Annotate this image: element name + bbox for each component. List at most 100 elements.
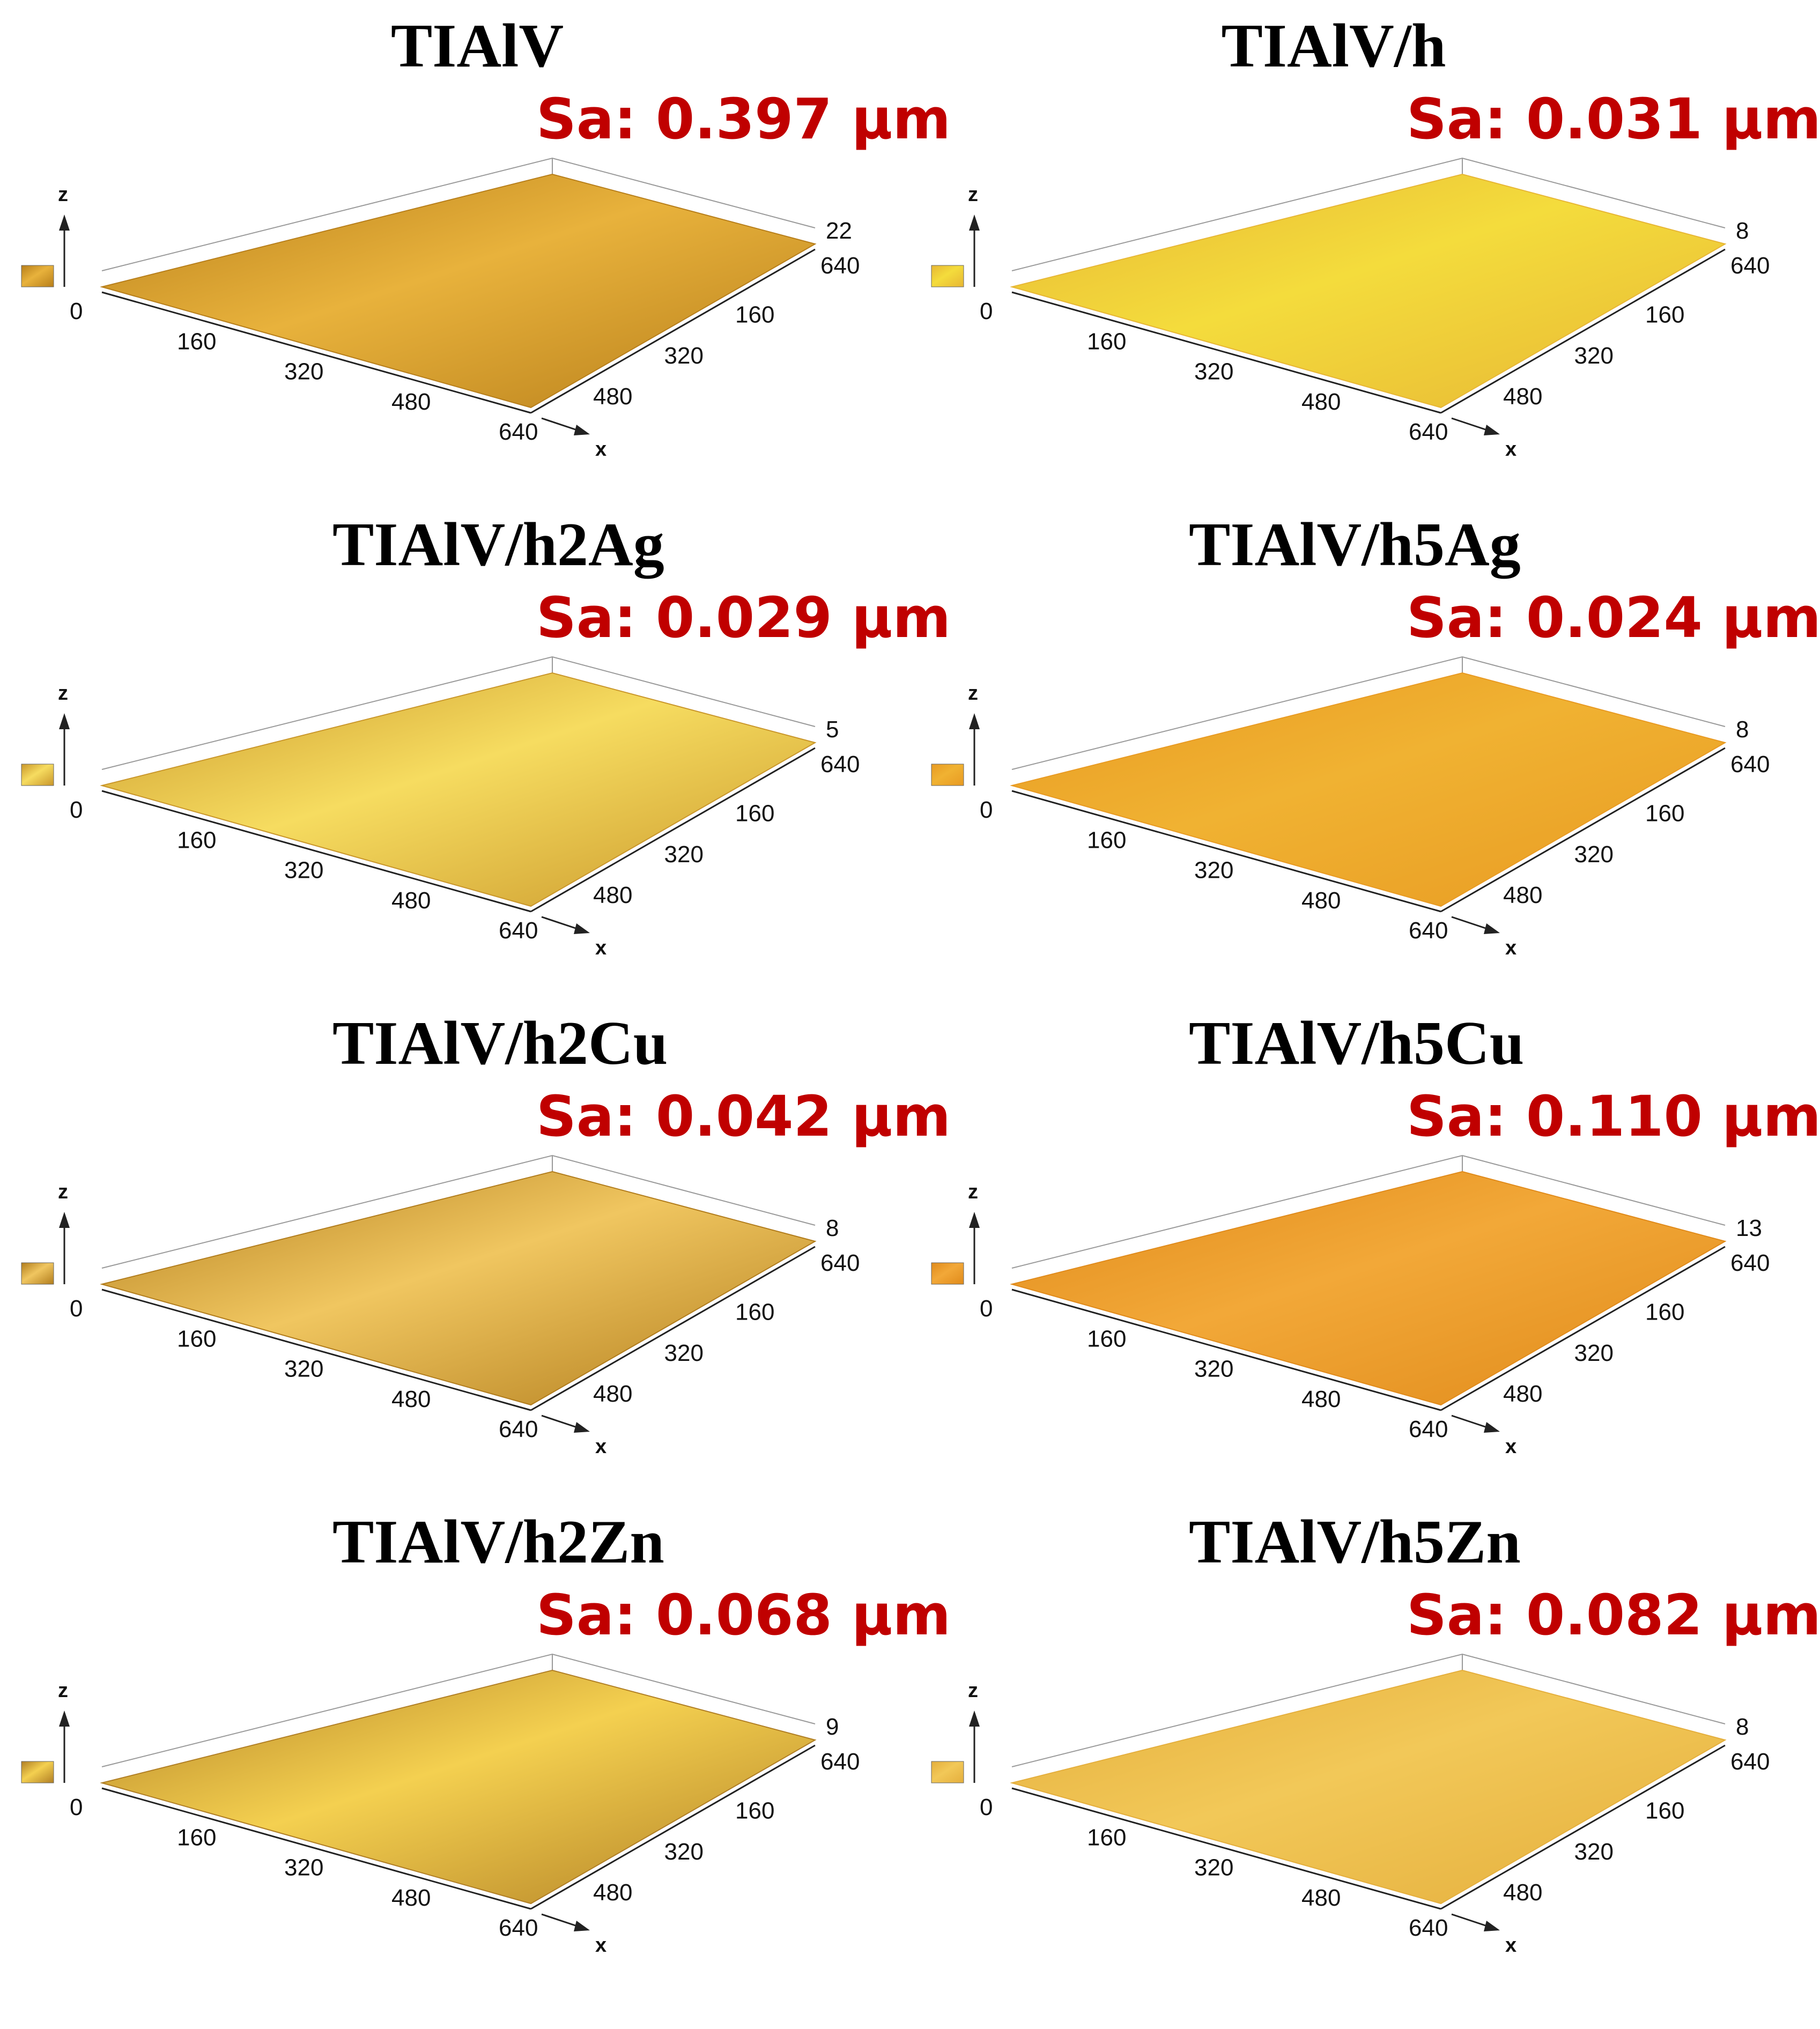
- grid-box: [101, 157, 816, 271]
- axes: [59, 1710, 816, 1931]
- surface-plot: z x 9 0 160 320 480 640 640 160 320 480: [21, 1653, 860, 1957]
- height-surface: [100, 173, 817, 409]
- x-tick-label: 160: [1087, 1824, 1126, 1850]
- x-tick-label: 480: [391, 389, 431, 415]
- surface-panel: TIAlV/h5Cu Sa: 0.110 μm z x 13 0 160 320 480 640 6…: [910, 997, 1820, 1496]
- y-tick-label: 640: [1730, 1250, 1770, 1276]
- y-tick-label: 160: [1645, 302, 1684, 328]
- y-tick-label: 640: [1730, 751, 1770, 777]
- y-tick-label: 480: [593, 1381, 632, 1407]
- surface-panel: TIAlV/h2Zn Sa: 0.068 μm z x 9 0 160 320 480 640 64…: [0, 1496, 951, 1995]
- height-surface: [1010, 173, 1727, 409]
- x-tick-label: 0: [980, 298, 993, 324]
- grid-box: [1011, 1154, 1726, 1269]
- z-axis-label: z: [968, 183, 978, 206]
- y-tick-label: 320: [1574, 1340, 1614, 1366]
- grid-box: [1011, 1653, 1726, 1767]
- axes: [969, 1212, 1726, 1433]
- x-tick-label: 640: [1409, 917, 1448, 944]
- x-axis-label: x: [595, 1934, 606, 1957]
- colorbar-legend: [931, 764, 964, 786]
- z-axis-label: z: [58, 1679, 68, 1702]
- surface-panel: TIAlV/h2Ag Sa: 0.029 μm z x 5 0 160 320 480 640 64…: [0, 499, 951, 997]
- y-tick-label: 480: [593, 882, 632, 908]
- surface-panel: TIAlV/h5Ag Sa: 0.024 μm z x 8 0 160 320 480 640 64…: [910, 499, 1820, 997]
- axes: [969, 1710, 1726, 1931]
- colorbar-legend: [21, 1262, 54, 1285]
- x-tick-label: 640: [1409, 1915, 1448, 1941]
- height-surface: [100, 1171, 817, 1406]
- x-tick-label: 0: [70, 298, 83, 324]
- y-tick-label: 320: [664, 343, 704, 369]
- y-tick-label: 160: [1645, 1299, 1684, 1325]
- x-tick-label: 480: [391, 1885, 431, 1911]
- x-tick-label: 320: [284, 1855, 323, 1881]
- x-tick-label: 160: [177, 328, 216, 354]
- panel-title: TIAlV/h2Ag: [332, 510, 664, 579]
- x-tick-label: 160: [177, 1824, 216, 1850]
- x-axis-label: x: [1505, 937, 1516, 959]
- axes: [969, 713, 1726, 934]
- x-tick-label: 0: [70, 1295, 83, 1322]
- y-tick-label: 320: [1574, 841, 1614, 868]
- z-axis-label: z: [968, 1679, 978, 1702]
- x-axis-label: x: [1505, 1934, 1516, 1957]
- y-tick-label: 640: [820, 751, 860, 777]
- axes: [59, 214, 816, 435]
- sa-roughness-label: Sa: 0.031 μm: [1407, 86, 1820, 152]
- x-axis-label: x: [1505, 1435, 1516, 1458]
- y-tick-label: 320: [1574, 1839, 1614, 1865]
- grid-box: [1011, 157, 1726, 271]
- surface-plot: z x 8 0 160 320 480 640 640 160 320 480: [21, 1154, 860, 1458]
- sa-roughness-label: Sa: 0.110 μm: [1407, 1084, 1820, 1149]
- z-max-tick: 5: [826, 716, 839, 743]
- x-tick-label: 480: [1301, 887, 1341, 914]
- y-tick-label: 480: [1503, 383, 1542, 410]
- x-tick-label: 640: [499, 419, 538, 445]
- x-tick-label: 0: [980, 1295, 993, 1322]
- x-tick-label: 0: [70, 1794, 83, 1820]
- y-tick-label: 160: [735, 801, 774, 827]
- panel-title: TIAlV/h2Cu: [332, 1009, 668, 1078]
- panel-title: TIAlV/h2Zn: [332, 1508, 664, 1576]
- y-tick-label: 160: [735, 302, 774, 328]
- x-tick-label: 640: [499, 1416, 538, 1442]
- panel-title: TIAlV: [390, 12, 564, 80]
- colorbar-legend: [931, 1761, 964, 1783]
- surface-plot: z x 22 0 160 320 480 640 640 160 320 480: [21, 157, 860, 461]
- y-tick-label: 640: [820, 1250, 860, 1276]
- x-tick-label: 160: [1087, 328, 1126, 354]
- z-max-tick: 8: [1736, 1714, 1749, 1740]
- sa-roughness-label: Sa: 0.082 μm: [1407, 1582, 1820, 1648]
- x-tick-label: 160: [1087, 1325, 1126, 1352]
- colorbar-legend: [21, 1761, 54, 1783]
- z-max-tick: 22: [826, 218, 852, 244]
- x-axis-label: x: [595, 1435, 606, 1458]
- z-max-tick: 8: [826, 1215, 839, 1241]
- y-tick-label: 160: [1645, 801, 1684, 827]
- surface-plot: z x 8 0 160 320 480 640 640 160 320 480: [931, 157, 1770, 461]
- x-tick-label: 320: [1194, 1356, 1233, 1382]
- y-tick-label: 320: [664, 1839, 704, 1865]
- x-tick-label: 0: [980, 797, 993, 823]
- height-surface: [100, 1669, 817, 1905]
- x-tick-label: 480: [1301, 1885, 1341, 1911]
- x-tick-label: 160: [177, 1325, 216, 1352]
- panel-title: TIAlV/h5Ag: [1189, 510, 1521, 579]
- x-tick-label: 0: [980, 1794, 993, 1820]
- surface-panel: TIAlV/h Sa: 0.031 μm z x 8 0 160 320 480 640 640 16…: [910, 0, 1820, 499]
- x-tick-label: 640: [499, 1915, 538, 1941]
- y-tick-label: 480: [593, 1879, 632, 1906]
- panel-title: TIAlV/h5Cu: [1189, 1009, 1525, 1078]
- axes: [59, 1212, 816, 1433]
- z-axis-label: z: [968, 1181, 978, 1203]
- y-tick-label: 320: [664, 1340, 704, 1366]
- x-tick-label: 320: [284, 1356, 323, 1382]
- colorbar-legend: [21, 764, 54, 786]
- panel-title: TIAlV/h: [1221, 12, 1446, 80]
- y-tick-label: 480: [1503, 1879, 1542, 1906]
- y-tick-label: 480: [1503, 1381, 1542, 1407]
- x-tick-label: 640: [499, 917, 538, 944]
- surface-plot: z x 5 0 160 320 480 640 640 160 320 480: [21, 656, 860, 959]
- colorbar-legend: [931, 265, 964, 287]
